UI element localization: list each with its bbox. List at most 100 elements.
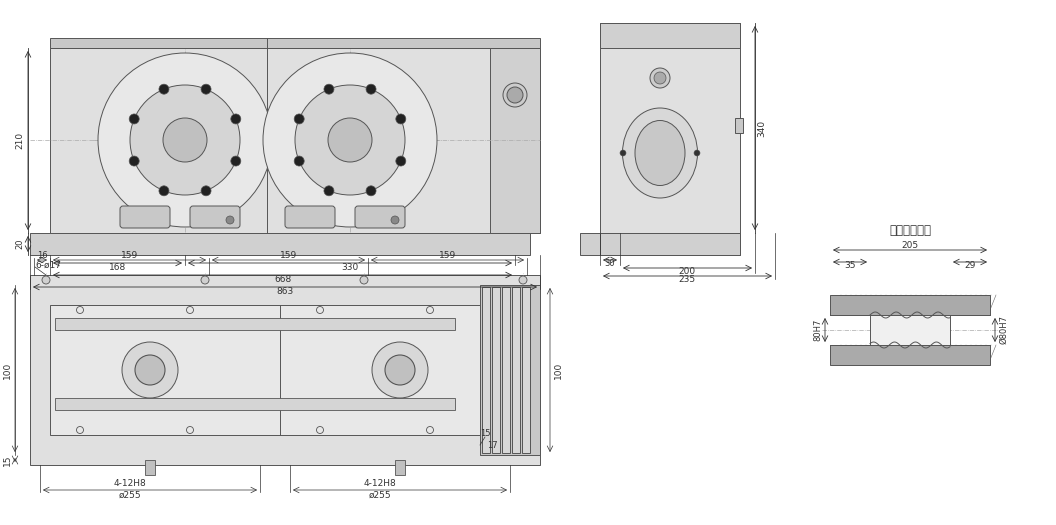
Bar [50,38,540,48]
Ellipse shape [622,108,698,198]
Circle shape [129,156,139,166]
Circle shape [226,216,234,224]
Bar [830,295,991,315]
Text: 20: 20 [16,239,24,249]
Circle shape [427,307,434,313]
Text: 235: 235 [678,276,696,285]
Circle shape [324,84,334,94]
Circle shape [187,307,193,313]
Circle shape [620,150,626,156]
Bar [600,23,740,233]
Bar [50,48,510,233]
Text: 205: 205 [902,242,919,250]
Bar [55,318,455,330]
Text: 29: 29 [964,261,976,270]
Circle shape [42,276,50,284]
Circle shape [328,118,372,162]
Circle shape [366,84,376,94]
Text: 4-12H8: 4-12H8 [363,478,396,488]
Circle shape [650,68,670,88]
Text: 17: 17 [487,440,497,449]
Circle shape [372,342,428,398]
Bar [600,233,740,255]
Circle shape [503,83,527,107]
Text: 100: 100 [553,361,563,379]
Bar [600,23,740,48]
FancyBboxPatch shape [120,206,170,228]
Text: 30: 30 [605,259,616,268]
Bar [395,460,406,475]
Text: 200: 200 [678,268,696,277]
Circle shape [201,84,211,94]
Circle shape [201,276,209,284]
Text: Ø80H7: Ø80H7 [999,316,1008,344]
Circle shape [396,114,406,124]
Text: 15: 15 [2,454,12,466]
Circle shape [360,276,367,284]
Text: 340: 340 [757,120,767,136]
Text: 15: 15 [479,428,490,437]
Circle shape [396,156,406,166]
Text: 668: 668 [275,276,291,285]
Circle shape [159,186,169,196]
Circle shape [391,216,399,224]
Text: 210: 210 [16,131,24,149]
Text: 35: 35 [844,261,855,270]
Bar [55,398,455,410]
Circle shape [263,53,437,227]
Bar [510,48,540,233]
Circle shape [324,186,334,196]
Circle shape [427,426,434,434]
Circle shape [76,426,83,434]
Text: 159: 159 [120,251,138,260]
Bar [490,48,540,233]
Circle shape [76,307,83,313]
Text: ø255: ø255 [118,490,142,499]
Text: ø255: ø255 [369,490,392,499]
Bar [512,287,520,453]
Circle shape [317,426,323,434]
Bar [482,287,490,453]
Circle shape [295,85,406,195]
Bar [580,233,740,255]
Circle shape [231,114,241,124]
Text: 159: 159 [280,251,297,260]
Bar [50,305,480,435]
Bar [30,275,540,465]
Text: 16: 16 [37,251,48,260]
Circle shape [159,84,169,94]
Text: 主轴中心孔径: 主轴中心孔径 [889,224,931,236]
Circle shape [129,114,139,124]
Bar [522,287,530,453]
FancyBboxPatch shape [285,206,335,228]
Circle shape [295,156,304,166]
Text: 80H7: 80H7 [813,319,823,341]
Circle shape [98,53,272,227]
Bar [870,315,950,345]
Circle shape [507,87,523,103]
Text: 330: 330 [341,264,359,272]
Text: 4-12H8: 4-12H8 [114,478,147,488]
Circle shape [231,156,241,166]
Bar [830,345,991,365]
Circle shape [317,307,323,313]
Circle shape [201,186,211,196]
Text: 100: 100 [2,361,12,379]
Bar [480,285,540,455]
Circle shape [122,342,178,398]
Bar [735,118,743,133]
Bar [492,287,499,453]
Circle shape [694,150,700,156]
Circle shape [295,114,304,124]
Circle shape [654,72,666,84]
Text: 168: 168 [110,264,127,272]
Circle shape [385,355,415,385]
Circle shape [366,186,376,196]
Circle shape [518,276,527,284]
Circle shape [130,85,240,195]
Circle shape [187,426,193,434]
FancyBboxPatch shape [190,206,240,228]
Circle shape [135,355,165,385]
Text: 6-ø17: 6-ø17 [35,260,61,269]
Bar [502,287,510,453]
